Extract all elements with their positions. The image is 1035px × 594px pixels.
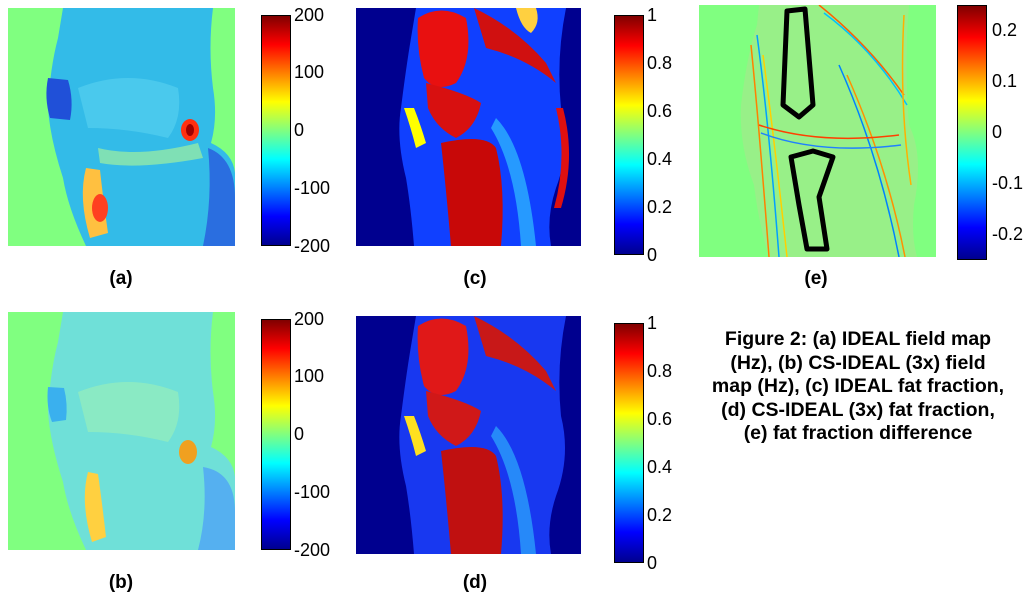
colorbar-c-tick-0-2: 0.2 [647,197,673,217]
colorbar-a-tick-0: 0 [294,120,305,140]
colorbar-a-tick-minus200: -200 [294,236,331,256]
colorbar-d-tick-0-2: 0.2 [647,505,673,525]
colorbar-e-tick-0-1: 0.1 [992,71,1018,91]
colorbar-a-tick-minus100: -100 [294,178,331,198]
panel-label-e: (e) [804,268,828,289]
fat-fraction-difference-image [699,5,936,257]
panel-label-c: (c) [463,268,487,289]
colorbar-fat-fraction-d [614,323,644,563]
fat-fraction-cs-ideal-image [356,316,581,554]
colorbar-fat-fraction-c [614,15,644,255]
colorbar-e-tick-minus0-2: -0.2 [992,224,1024,244]
panel-label-a: (a) [109,268,133,289]
colorbar-d-tick-0-8: 0.8 [647,361,673,381]
colorbar-b-tick-100: 100 [294,366,325,386]
colorbar-e-tick-0: 0 [992,122,1003,142]
colorbar-b-tick-0: 0 [294,424,305,444]
colorbar-b-tick-200: 200 [294,309,325,329]
panel-label-b: (b) [108,572,134,593]
colorbar-c-tick-0-4: 0.4 [647,149,673,169]
colorbar-field-map-b [261,319,291,550]
colorbar-d-tick-0-4: 0.4 [647,457,673,477]
colorbar-c-tick-0: 0 [647,245,658,265]
colorbar-difference-e [957,5,987,260]
figure-caption: Figure 2: (a) IDEAL field map (Hz), (b) … [711,328,1005,444]
colorbar-c-tick-0-6: 0.6 [647,101,673,121]
colorbar-b-tick-minus200: -200 [294,540,331,560]
colorbar-d-tick-1: 1 [647,313,658,333]
field-map-ideal-image [8,8,235,246]
colorbar-field-map-a [261,15,291,246]
panel-label-d: (d) [462,572,488,593]
colorbar-c-tick-0-8: 0.8 [647,53,673,73]
colorbar-a-tick-100: 100 [294,62,325,82]
field-map-cs-ideal-image [8,312,235,550]
colorbar-a-tick-200: 200 [294,5,325,25]
colorbar-e-tick-minus0-1: -0.1 [992,173,1024,193]
colorbar-d-tick-0: 0 [647,553,658,573]
fat-fraction-ideal-image [356,8,581,246]
colorbar-d-tick-0-6: 0.6 [647,409,673,429]
colorbar-c-tick-1: 1 [647,5,658,25]
colorbar-e-tick-0-2: 0.2 [992,20,1018,40]
colorbar-b-tick-minus100: -100 [294,482,331,502]
